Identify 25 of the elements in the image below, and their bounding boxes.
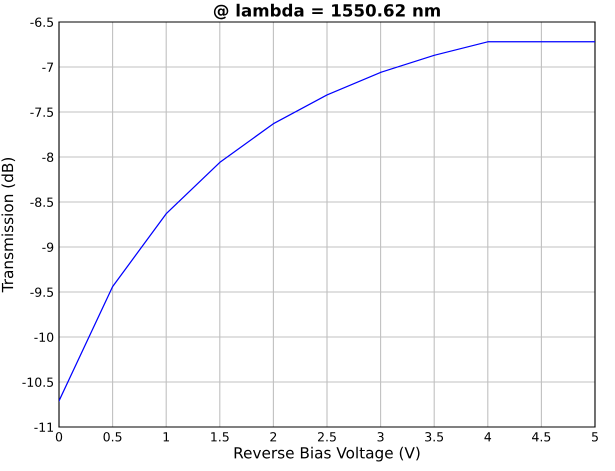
- x-tick-label: 4: [484, 432, 492, 442]
- y-tick-label: -8: [42, 152, 54, 162]
- line-series: [59, 41, 595, 402]
- y-tick-label: -9.5: [30, 287, 54, 297]
- y-tick-label: -9: [42, 242, 54, 252]
- x-tick-label: 0.5: [103, 432, 122, 442]
- y-tick-label: -6.5: [30, 17, 54, 27]
- x-axis-title: Reverse Bias Voltage (V): [234, 446, 420, 462]
- y-tick-label: -7.5: [30, 108, 54, 117]
- y-tick-label: -8.5: [30, 197, 54, 207]
- x-tick-label: 2.5: [318, 432, 336, 442]
- x-tick-label: 1: [164, 432, 170, 442]
- x-tick-label: 1.5: [211, 432, 229, 442]
- x-tick-label: 0: [56, 432, 62, 442]
- x-tick-label: 2: [270, 432, 276, 442]
- y-tick-label: -10.5: [22, 377, 54, 387]
- x-tick-label: 3: [378, 432, 384, 442]
- chart-title: @ lambda = 1550.62 nm: [214, 4, 440, 20]
- y-tick-label: -10: [34, 332, 54, 342]
- y-tick-label: -11: [34, 422, 53, 432]
- y-tick-label: -7: [42, 62, 54, 72]
- y-axis-title: Transmission (dB): [1, 158, 16, 292]
- x-tick-label: 4.5: [532, 432, 550, 442]
- x-tick-label: 3.5: [425, 432, 444, 442]
- x-tick-label: 5: [592, 432, 598, 442]
